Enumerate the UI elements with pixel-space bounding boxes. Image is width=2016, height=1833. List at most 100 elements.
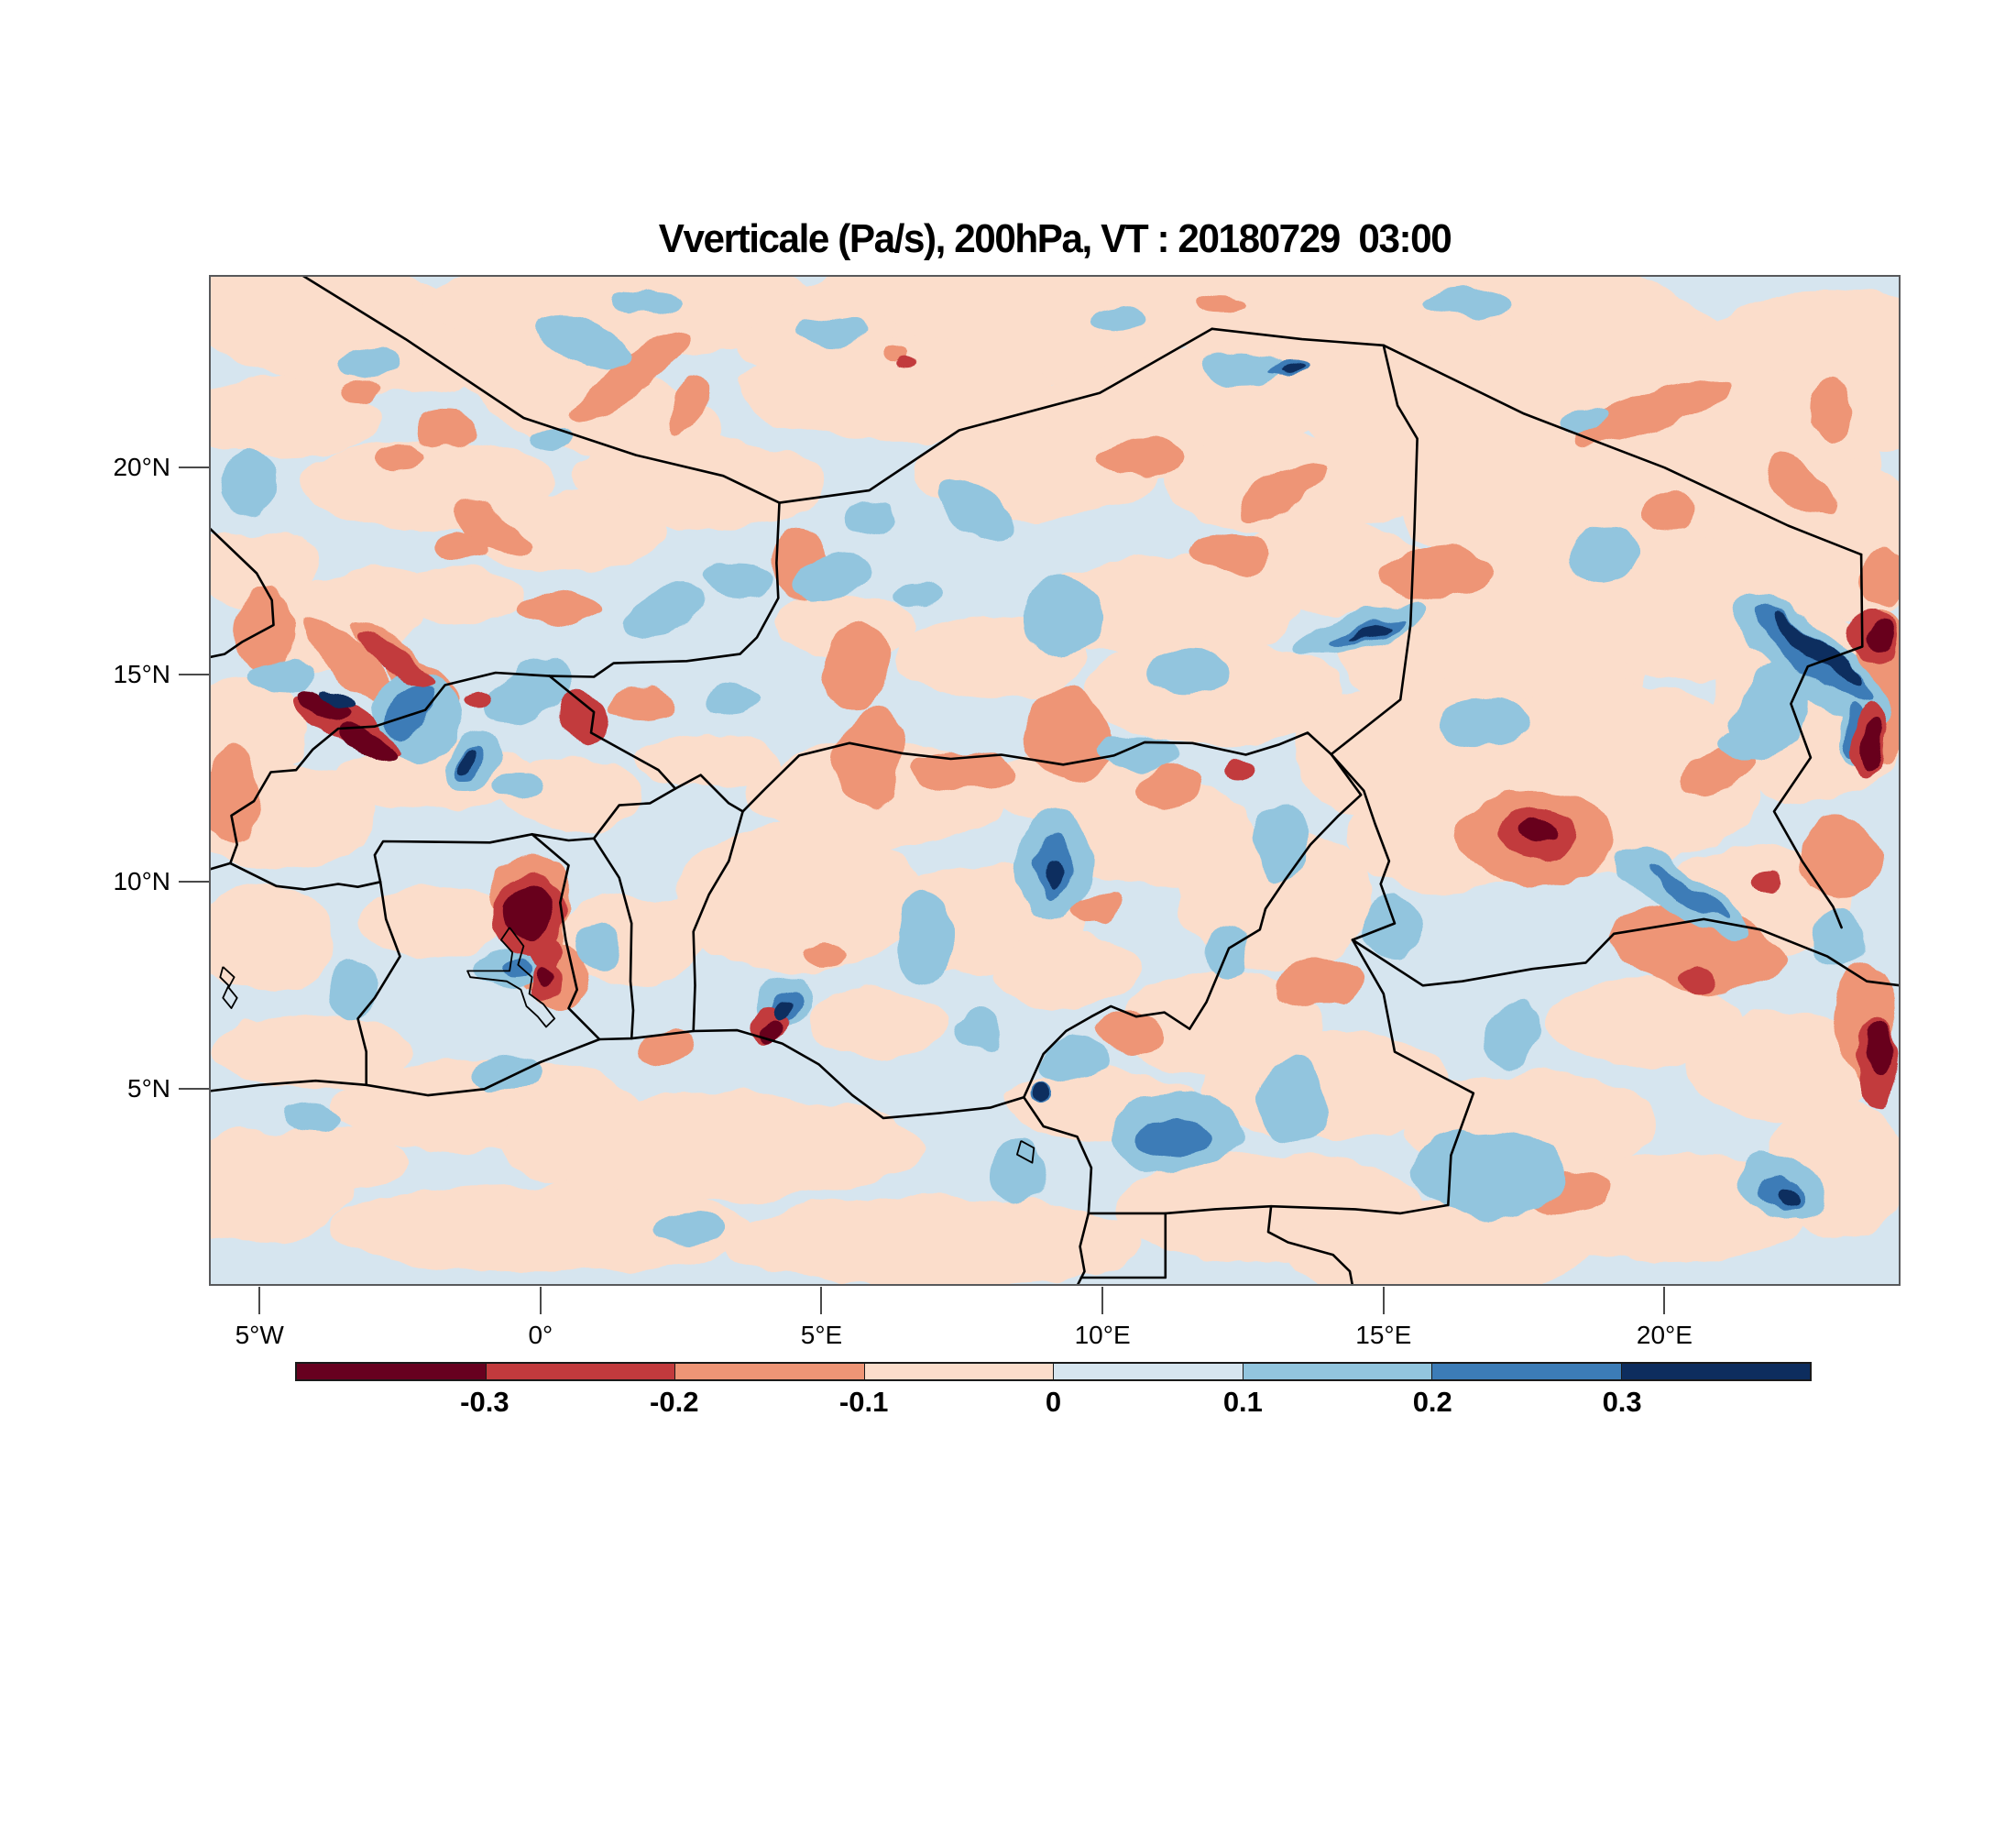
country-borders [209, 275, 1901, 1286]
field-patch-lblue [1366, 898, 1423, 957]
field-patch-red [1748, 869, 1783, 891]
field-patch-salmon [880, 347, 909, 365]
field-patch-red [354, 629, 434, 688]
colorbar-boundary-label: -0.3 [460, 1386, 509, 1418]
lon-tick-label: 0° [528, 1321, 553, 1349]
field-patch-lblue [793, 313, 872, 348]
field-patch-maroon [533, 966, 550, 988]
field-patch-salmon [1024, 685, 1113, 781]
field-patch-mblue [1138, 1117, 1212, 1160]
field-patch-salmon [1383, 546, 1496, 605]
lon-tick-mark [258, 1287, 261, 1314]
field-patch-navy [1043, 856, 1061, 892]
field-patch-salmon [1573, 379, 1733, 448]
field-patch-salmon [209, 745, 260, 845]
border-mauritania-mali [209, 526, 275, 659]
field-patch-salmon [1279, 956, 1364, 1006]
field-patch-lblue [576, 923, 622, 973]
field-patch-maroon [1524, 821, 1558, 843]
field-patch-red [895, 359, 916, 373]
colorbar-segment [297, 1364, 487, 1379]
field-patch-salmon [1237, 463, 1328, 522]
field-patch-pink [1285, 1204, 1594, 1286]
border-ghana-togo [531, 833, 601, 1041]
bioko-island-outline [1016, 1140, 1035, 1164]
colorbar-segment [864, 1364, 1054, 1379]
lon-tick-mark [1382, 1287, 1385, 1314]
border-libya-chad [1382, 344, 1863, 556]
field-patch-mblue [500, 958, 530, 980]
border-mali-burkina [229, 671, 551, 865]
field-patch-salmon [433, 532, 490, 561]
border-eq-guinea-gabon [1079, 1212, 1167, 1279]
lat-tick-mark [179, 466, 209, 469]
colorbar-boundary-label: -0.1 [838, 1386, 889, 1418]
field-patch-lblue [1569, 525, 1637, 584]
field-patch-salmon [1071, 892, 1123, 922]
field-patch-salmon [569, 332, 692, 422]
field-patch-pink [672, 826, 926, 971]
border-algeria-mali [300, 275, 781, 504]
field-patch-lblue [1720, 728, 1778, 763]
field-patch-salmon [1641, 496, 1699, 531]
field-patch-salmon [916, 749, 1019, 791]
lat-tick-label: 15°N [113, 660, 170, 689]
field-patch-salmon [1189, 533, 1275, 576]
border-ci-west [209, 862, 232, 871]
plot-title: Vverticale (Pa/s), 200hPa, VT : 20180729… [658, 216, 1452, 261]
field-patch-red [465, 691, 493, 708]
field-patch-pink [209, 275, 510, 395]
border-chad-car [1351, 917, 1901, 987]
field-patch-salmon [1096, 1010, 1165, 1052]
field-patch-salmon [341, 379, 381, 400]
field-patch-navy [458, 744, 477, 767]
field-patch-salmon [1198, 295, 1244, 317]
lat-tick-label: 5°N [127, 1074, 170, 1103]
border-burkina-niger [548, 675, 677, 790]
map-border [209, 275, 1901, 1286]
border-algeria-niger [778, 327, 1213, 504]
colorbar-boundary-label: 0 [1045, 1386, 1062, 1418]
field-patch-pink [465, 496, 662, 572]
field-patch-salmon [641, 1030, 698, 1065]
field-patch-pink [217, 1014, 414, 1090]
field-patch-pink [209, 376, 381, 460]
field-patch-pink [209, 885, 339, 994]
field-patch-salmon [1135, 765, 1204, 807]
field-patch-salmon [1861, 546, 1901, 605]
colorbar-segment [1432, 1364, 1622, 1379]
field-patch-navy [1280, 364, 1301, 372]
field-patch-lblue [1254, 803, 1311, 886]
water-outlines [219, 927, 1035, 1164]
field-patch-pink [740, 336, 1049, 441]
border-ci-ghana [356, 881, 401, 1087]
field-patch-pink [209, 530, 322, 605]
lake-volta-outline [466, 927, 556, 1028]
border-benin-nigeria [692, 810, 744, 1033]
field-patch-lblue [956, 1010, 1002, 1052]
field-patch-pink [805, 985, 951, 1060]
lake-kossou-outline [219, 966, 238, 1009]
field-patch-red [1678, 964, 1718, 990]
border-gabon-congo [1266, 1204, 1354, 1286]
border-cameroon-car [1351, 938, 1475, 1207]
border-gulf-of-guinea-coast [209, 1028, 1093, 1286]
border-togo-benin [592, 837, 635, 1040]
field-patch-salmon [838, 708, 907, 807]
colorbar-boundary-label: -0.2 [650, 1386, 699, 1418]
border-chad-sudan [1772, 553, 1864, 929]
field-patch-pink [1122, 969, 1320, 1077]
lat-tick-mark [179, 1088, 209, 1091]
field-patch-lblue [473, 1056, 541, 1090]
lon-tick-mark [820, 1287, 823, 1314]
field-patch-salmon [1796, 815, 1881, 899]
field-patch-lblue [1040, 1039, 1109, 1081]
field-patch-lblue [703, 563, 772, 597]
lon-tick-label: 5°W [235, 1321, 284, 1349]
colorbar-boundary-label: 0.1 [1222, 1386, 1263, 1418]
field-patch-maroon [505, 884, 553, 938]
field-patch-lblue [1203, 351, 1283, 385]
lat-tick-mark [179, 674, 209, 676]
field-patch-lblue [847, 502, 898, 532]
